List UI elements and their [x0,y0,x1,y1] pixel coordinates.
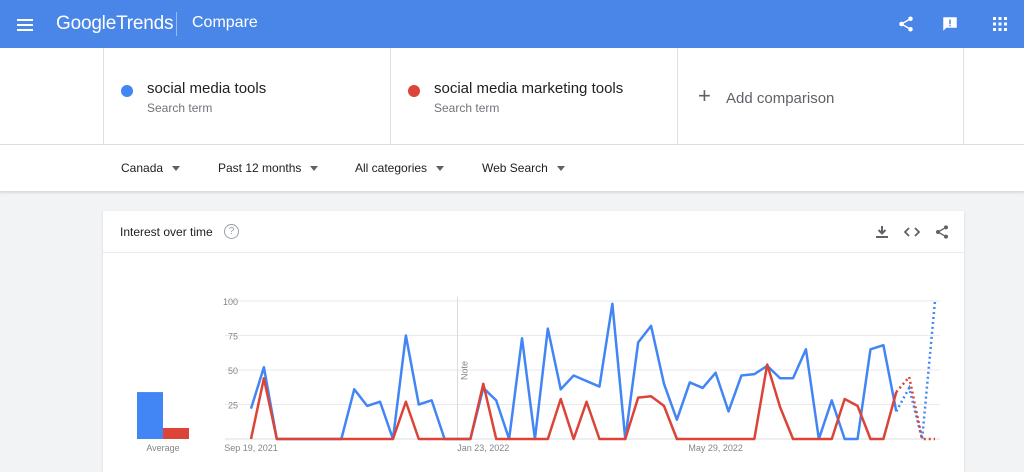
app-header: GoogleTrends Compare [0,0,1024,48]
share-icon[interactable] [933,223,951,241]
search-term-type: Search term [434,101,500,115]
filter-bar: Canada Past 12 months All categories Web… [0,145,1024,192]
menu-icon[interactable] [17,16,35,32]
header-divider [176,12,177,36]
category-value: All categories [355,161,428,175]
chevron-down-icon [436,165,445,171]
plus-icon: + [698,83,711,108]
download-icon[interactable] [873,223,891,241]
search-term-card-1[interactable]: social media tools Search term [103,48,390,144]
apps-icon[interactable] [989,13,1011,35]
region-dropdown[interactable]: Canada [121,161,181,175]
chevron-down-icon [310,165,319,171]
chevron-down-icon [172,165,181,171]
search-property-dropdown[interactable]: Web Search [482,161,565,175]
card-divider [103,252,964,253]
logo-trends-text: Trends [116,13,174,34]
share-icon[interactable] [895,13,917,35]
category-dropdown[interactable]: All categories [355,161,445,175]
time-range-value: Past 12 months [218,161,302,175]
help-icon[interactable]: ? [224,224,239,239]
google-trends-logo[interactable]: GoogleTrends [56,13,174,35]
search-term-name[interactable]: social media tools [147,80,267,97]
search-term-name[interactable]: social media marketing tools [434,80,624,97]
page-title: Compare [192,14,258,31]
search-term-type: Search term [147,101,213,115]
interest-over-time-card: Interest over time ? [103,211,964,472]
search-term-card-2[interactable]: social media marketing tools Search term [390,48,677,144]
search-terms-bar: social media tools Search term social me… [0,48,1024,145]
add-comparison-button[interactable]: + Add comparison [677,48,964,144]
series-color-dot [408,85,420,97]
embed-icon[interactable] [903,223,921,241]
time-range-dropdown[interactable]: Past 12 months [218,161,319,175]
chevron-down-icon [556,165,565,171]
series-color-dot [121,85,133,97]
region-value: Canada [121,161,164,175]
card-title: Interest over time [120,225,213,239]
logo-google-text: Google [56,13,117,34]
search-property-value: Web Search [482,161,548,175]
feedback-icon[interactable] [939,13,961,35]
add-comparison-label: Add comparison [726,90,835,107]
